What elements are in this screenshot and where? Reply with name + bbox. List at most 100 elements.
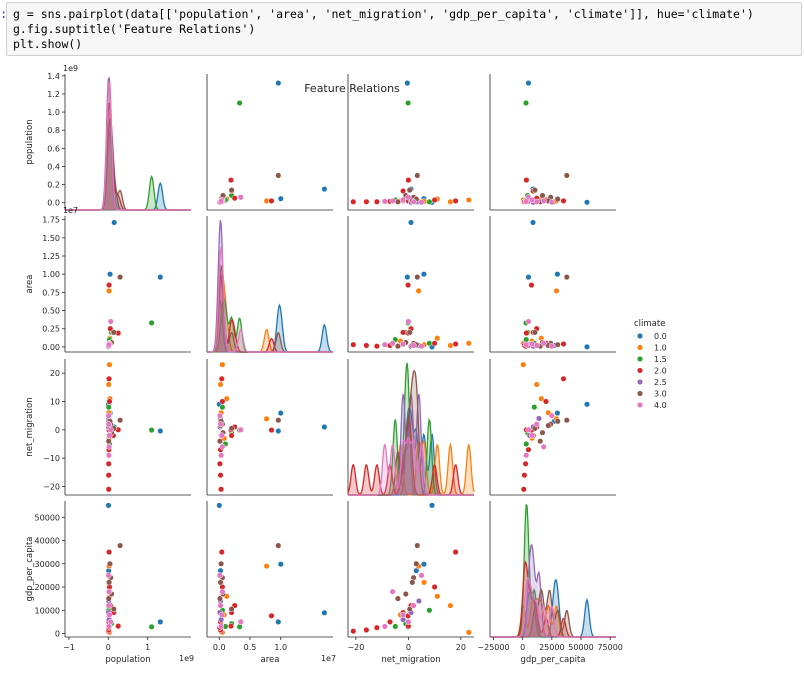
data-point (535, 415, 543, 422)
data-point (533, 421, 540, 428)
data-point (106, 443, 113, 450)
y-tick-label: 10000 (35, 606, 60, 615)
code-line-3: plt.show() (13, 37, 83, 51)
data-point (381, 341, 388, 348)
data-point (277, 410, 284, 417)
data-point (410, 602, 417, 609)
kde-line-0.0 (65, 128, 191, 211)
data-point (563, 417, 570, 424)
x-tick-label: −1 (63, 643, 75, 652)
data-point (522, 460, 529, 467)
data-point (405, 318, 412, 325)
data-point (157, 427, 164, 435)
data-point (426, 198, 433, 205)
kde-line-1.5 (65, 121, 191, 211)
data-point (363, 342, 370, 349)
data-point (381, 198, 388, 205)
x-tick-label: 0 (520, 643, 525, 652)
pairplot-figure: 0.00.20.40.60.81.01.21.4population1e90.0… (25, 64, 667, 665)
data-point (217, 421, 224, 428)
data-point (529, 219, 537, 226)
data-point (523, 330, 530, 337)
data-point (117, 274, 124, 281)
x-tick-label: 0.0 (213, 643, 226, 652)
data-point (452, 197, 459, 204)
data-point (321, 609, 328, 616)
x-axis-label: area (261, 655, 280, 665)
code-text[interactable]: g = sns.pairplot(data[['population', 'ar… (13, 7, 754, 52)
data-point (277, 195, 284, 202)
y-tick-label: 1.2 (47, 90, 60, 99)
data-point (148, 623, 155, 630)
data-point (431, 340, 438, 347)
kde-fill-2.0 (65, 103, 191, 210)
y-tick-label: 0.6 (47, 144, 60, 153)
data-point (538, 395, 545, 402)
data-point (268, 197, 275, 204)
data-point (409, 579, 416, 586)
data-point (106, 375, 113, 382)
data-point (528, 340, 536, 348)
data-point (216, 438, 223, 445)
code-cell[interactable]: : g = sns.pairplot(data[['population', '… (0, 0, 804, 60)
legend-entry-1.5: 1.5 (654, 355, 667, 364)
data-point (350, 628, 357, 635)
y-tick-label: 0.2 (47, 181, 60, 190)
kde-line-2.5 (65, 76, 191, 211)
data-point (105, 460, 112, 467)
data-point (219, 398, 226, 405)
panel-population-vs-gdp_per_capita (489, 74, 616, 211)
data-point (523, 452, 530, 459)
legend-entry-4.0: 4.0 (654, 401, 667, 410)
data-point (105, 404, 112, 411)
data-point (545, 422, 552, 429)
data-point (414, 274, 421, 281)
data-point (107, 426, 114, 433)
data-point (105, 472, 112, 479)
data-point (237, 194, 244, 201)
data-point (548, 412, 555, 419)
kde-fill-3.0 (348, 370, 474, 495)
data-point (227, 177, 235, 184)
y-tick-label: 0.4 (47, 162, 60, 171)
data-point (405, 99, 412, 107)
y-axis-label: population (25, 119, 35, 164)
data-point (363, 198, 370, 205)
x-tick-label: 75000 (597, 643, 622, 652)
data-point (107, 271, 114, 278)
x-axis-label: net_migration (381, 655, 440, 665)
data-point (218, 486, 225, 493)
legend-marker-1.0 (636, 344, 644, 351)
data-point (548, 343, 555, 350)
kde-line-4.0 (490, 576, 616, 638)
data-point (107, 318, 114, 325)
data-point (105, 572, 112, 579)
kde-line-2.0 (65, 102, 191, 211)
data-point (528, 432, 536, 439)
data-point (217, 602, 224, 609)
y-tick-label: 1.0 (47, 108, 60, 117)
code-editor[interactable]: g = sns.pairplot(data[['population', 'ar… (6, 2, 802, 56)
kde-fill-2.5 (348, 393, 474, 495)
data-point (228, 425, 235, 432)
panel-area-vs-area (206, 216, 334, 353)
data-point (228, 432, 235, 439)
data-point (106, 579, 113, 586)
kde-fill-1.0 (65, 78, 191, 210)
x-tick-label: 50000 (568, 643, 593, 652)
panel-population-vs-area (206, 74, 333, 211)
panel-net_migration-vs-gdp_per_capita (489, 359, 616, 496)
x-axis-label: gdp_per_capita (521, 655, 586, 665)
data-point (217, 472, 224, 479)
data-point (520, 361, 527, 368)
data-point (405, 282, 412, 289)
data-point (523, 440, 530, 448)
data-point (540, 340, 547, 347)
data-point (389, 197, 396, 204)
data-point (237, 426, 244, 433)
data-point (386, 618, 394, 625)
data-point (218, 375, 225, 382)
panel-net_migration-vs-net_migration (347, 359, 475, 496)
data-point (400, 196, 407, 204)
data-point (525, 274, 532, 281)
